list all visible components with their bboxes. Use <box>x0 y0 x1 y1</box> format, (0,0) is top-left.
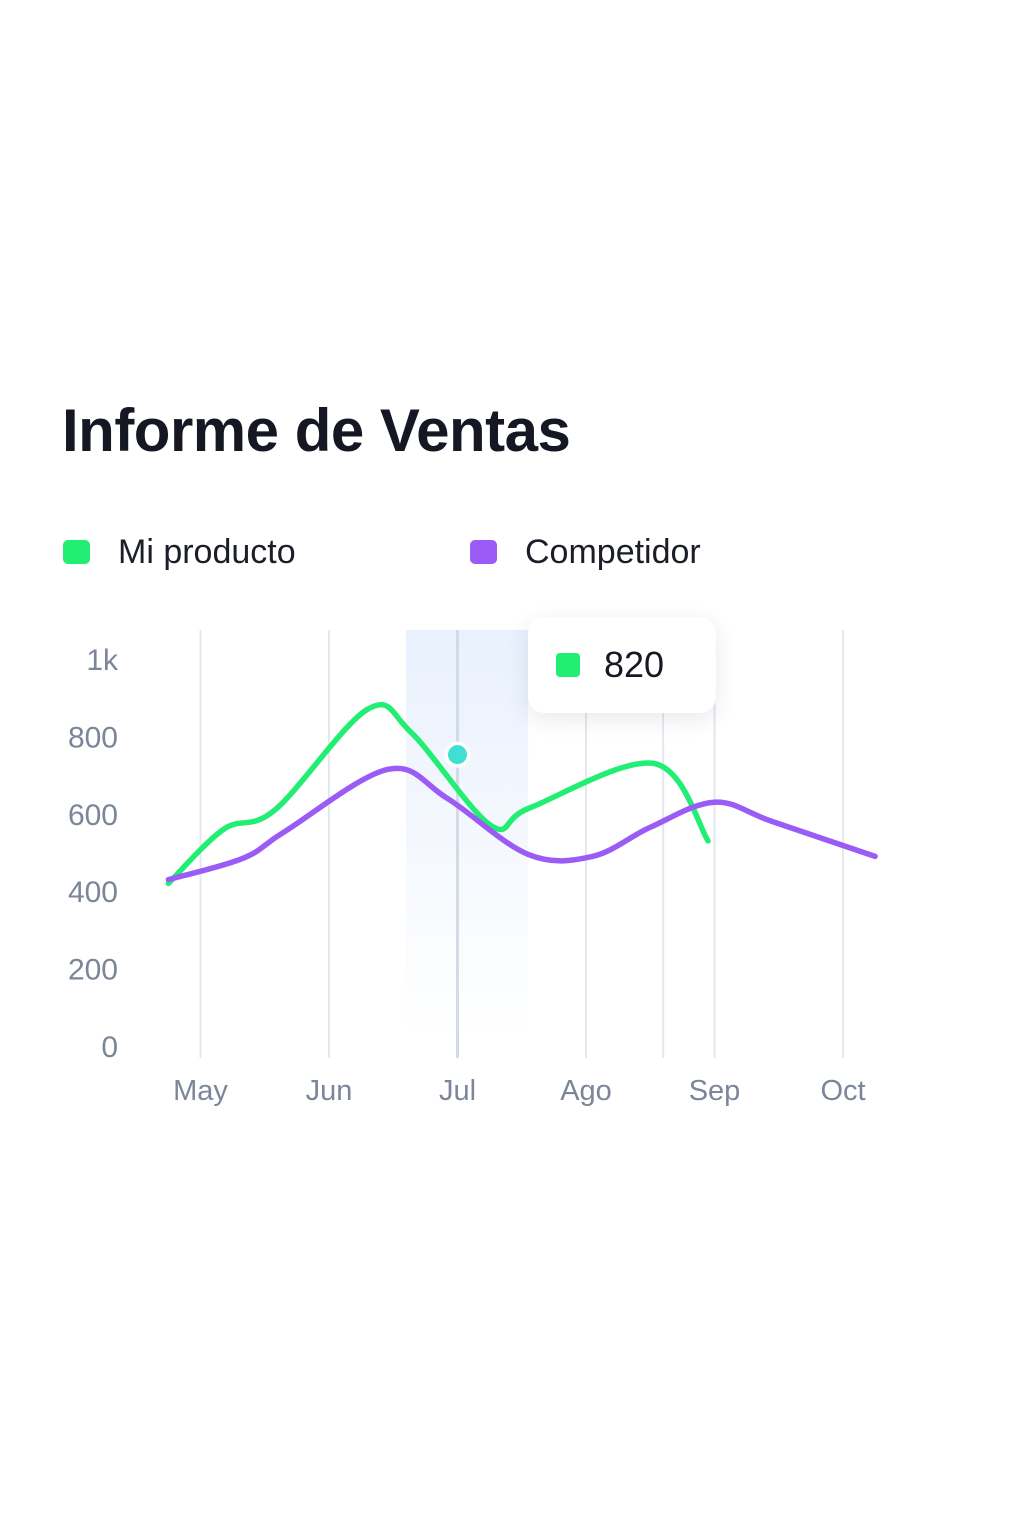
highlight-point <box>448 745 467 765</box>
x-tick-label-sep: Sep <box>689 1075 741 1107</box>
y-tick-label-0: 0 <box>101 1031 118 1064</box>
x-tick-label-ago: Ago <box>560 1075 612 1107</box>
tooltip-swatch <box>556 653 580 677</box>
chart-tooltip: 820 <box>528 617 716 713</box>
y-tick-label-1k: 1k <box>86 644 119 677</box>
chart-title: Informe de Ventas <box>62 397 571 464</box>
tooltip-value: 820 <box>604 644 665 685</box>
legend-item-mi-producto[interactable]: Mi producto <box>63 532 296 572</box>
y-tick-label-800: 800 <box>68 721 118 754</box>
x-tick-label-may: May <box>173 1075 228 1107</box>
x-tick-label-oct: Oct <box>820 1075 865 1107</box>
legend-swatch-mi-producto <box>63 540 90 564</box>
y-tick-label-200: 200 <box>68 954 118 987</box>
x-tick-label-jul: Jul <box>439 1075 476 1107</box>
legend-label-competidor: Competidor <box>525 532 701 571</box>
y-tick-label-400: 400 <box>68 876 118 909</box>
y-tick-label-600: 600 <box>68 799 118 832</box>
highlight-band <box>406 630 529 1038</box>
x-tick-label-jun: Jun <box>306 1075 353 1107</box>
legend-swatch-competidor <box>470 540 497 564</box>
series-line-competidor <box>165 765 878 883</box>
legend-label-mi-producto: Mi producto <box>118 532 296 571</box>
series-line-mi-producto <box>165 701 711 887</box>
legend-item-competidor[interactable]: Competidor <box>470 532 701 572</box>
